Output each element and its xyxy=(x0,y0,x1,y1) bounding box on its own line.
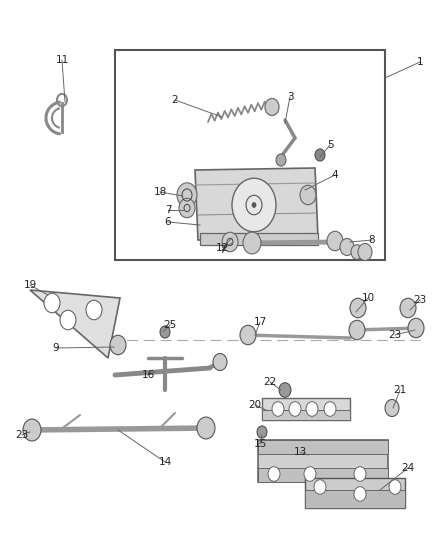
Circle shape xyxy=(351,245,363,259)
Text: 25: 25 xyxy=(163,320,177,330)
Circle shape xyxy=(257,426,267,438)
Bar xyxy=(305,478,405,508)
Bar xyxy=(258,468,388,482)
Circle shape xyxy=(197,417,215,439)
Text: 6: 6 xyxy=(165,217,171,227)
Circle shape xyxy=(179,198,195,218)
Circle shape xyxy=(354,467,366,481)
Bar xyxy=(258,440,388,482)
Text: 7: 7 xyxy=(165,205,171,215)
Text: 13: 13 xyxy=(293,447,307,457)
Circle shape xyxy=(279,383,291,397)
Circle shape xyxy=(243,232,261,254)
Text: 19: 19 xyxy=(23,280,37,290)
Circle shape xyxy=(272,402,284,416)
Text: 18: 18 xyxy=(153,187,166,197)
Polygon shape xyxy=(195,168,318,240)
Circle shape xyxy=(385,399,399,416)
Text: 15: 15 xyxy=(253,439,267,449)
Polygon shape xyxy=(30,290,120,358)
Bar xyxy=(200,233,318,245)
Circle shape xyxy=(289,402,301,416)
Text: 14: 14 xyxy=(159,457,172,467)
Text: 5: 5 xyxy=(327,140,333,150)
Circle shape xyxy=(213,353,227,370)
Text: 23: 23 xyxy=(413,295,427,305)
Text: 8: 8 xyxy=(369,235,375,245)
Text: 2: 2 xyxy=(172,95,178,105)
Text: 23: 23 xyxy=(15,430,28,440)
Circle shape xyxy=(354,487,366,502)
Circle shape xyxy=(232,178,276,232)
Text: 9: 9 xyxy=(53,343,59,353)
Bar xyxy=(262,410,350,420)
Text: 4: 4 xyxy=(332,170,338,180)
Text: 22: 22 xyxy=(263,377,277,387)
Circle shape xyxy=(276,154,286,166)
Circle shape xyxy=(349,320,365,340)
Text: 16: 16 xyxy=(141,370,155,380)
Bar xyxy=(262,398,350,420)
Text: 11: 11 xyxy=(55,55,69,65)
Circle shape xyxy=(268,467,280,481)
Circle shape xyxy=(315,149,325,161)
Circle shape xyxy=(252,203,256,207)
Circle shape xyxy=(358,244,372,261)
Bar xyxy=(258,440,388,454)
Circle shape xyxy=(177,183,197,207)
Circle shape xyxy=(240,325,256,345)
Text: 10: 10 xyxy=(361,293,374,303)
Circle shape xyxy=(304,467,316,481)
Circle shape xyxy=(327,231,343,251)
Bar xyxy=(305,490,405,508)
Text: 24: 24 xyxy=(401,463,415,473)
Text: 7: 7 xyxy=(219,245,225,255)
Text: 12: 12 xyxy=(215,243,229,253)
Circle shape xyxy=(340,238,354,255)
Circle shape xyxy=(160,326,170,338)
Circle shape xyxy=(23,419,41,441)
Circle shape xyxy=(265,99,279,116)
Text: 1: 1 xyxy=(417,57,423,67)
Bar xyxy=(115,50,385,260)
Circle shape xyxy=(389,480,401,494)
Circle shape xyxy=(324,402,336,416)
Circle shape xyxy=(408,318,424,338)
Circle shape xyxy=(400,298,416,318)
Circle shape xyxy=(314,480,326,494)
Text: 3: 3 xyxy=(287,92,293,102)
Text: 21: 21 xyxy=(393,385,406,395)
Text: 17: 17 xyxy=(253,317,267,327)
Circle shape xyxy=(300,185,316,205)
Circle shape xyxy=(86,300,102,320)
Text: 20: 20 xyxy=(248,400,261,410)
Circle shape xyxy=(44,293,60,313)
Circle shape xyxy=(60,310,76,330)
Circle shape xyxy=(110,335,126,355)
Text: 23: 23 xyxy=(389,330,402,340)
Circle shape xyxy=(350,298,366,318)
Circle shape xyxy=(222,232,238,252)
Circle shape xyxy=(306,402,318,416)
